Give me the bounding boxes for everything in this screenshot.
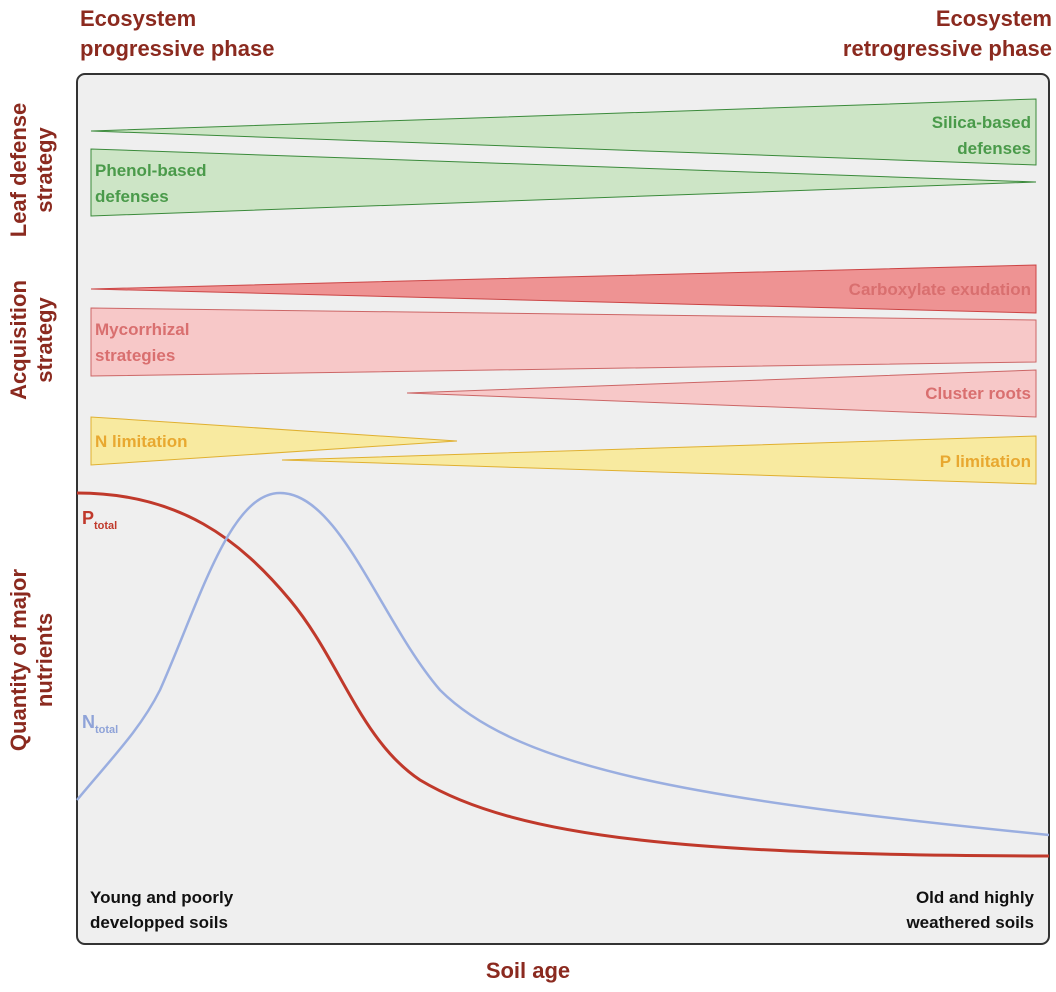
text-line: Leaf defense <box>6 103 31 238</box>
curve-label: Ntotal <box>82 712 118 736</box>
wedge-label: Phenol-based defenses <box>95 161 206 206</box>
p-total-curve <box>76 491 1050 858</box>
text-line: Silica-based <box>932 113 1031 132</box>
wedge <box>90 307 1037 377</box>
text-line: Ecosystem <box>936 6 1052 31</box>
text-line: weathered soils <box>905 913 1034 932</box>
wedge-label: N limitation <box>95 432 188 451</box>
wedge-label: Cluster roots <box>925 384 1031 403</box>
text-line: defenses <box>957 139 1031 158</box>
text-line: defenses <box>95 187 169 206</box>
n-total-curve <box>76 491 1050 837</box>
curve-label: Ptotal <box>82 508 117 532</box>
text-line: retrogressive phase <box>843 36 1052 61</box>
wedge <box>90 264 1037 314</box>
row-label: Quantity of majornutrients <box>6 569 57 752</box>
text-line: total <box>94 520 117 532</box>
wedge <box>90 148 1037 217</box>
text-line: total <box>95 724 118 736</box>
text-line: strategy <box>32 126 57 212</box>
text-line: N <box>82 712 95 732</box>
text-line: Acquisition <box>6 280 31 400</box>
text-line: developped soils <box>90 913 228 932</box>
wedge <box>406 369 1037 418</box>
footer-left: Young and poorly developped soils <box>90 888 234 932</box>
wedge-label: Carboxylate exudation <box>849 280 1031 299</box>
footer-right: Old and highly weathered soils <box>905 888 1034 932</box>
text-line: Young and poorly <box>90 888 234 907</box>
wedge <box>281 435 1037 485</box>
text-line: Quantity of major <box>6 569 31 752</box>
text-line: Phenol-based <box>95 161 206 180</box>
text-line: nutrients <box>32 613 57 707</box>
row-label: Acquisitionstrategy <box>6 280 57 400</box>
wedge-label: Mycorrhizal strategies <box>95 320 189 365</box>
text-line: P <box>82 508 94 528</box>
text-line: progressive phase <box>80 36 274 61</box>
wedge <box>90 98 1037 166</box>
wedge-label: Silica-based defenses <box>932 113 1031 158</box>
wedge <box>90 416 458 466</box>
text-line: strategy <box>32 296 57 382</box>
x-axis-label: Soil age <box>486 958 570 983</box>
text-line: Old and highly <box>916 888 1035 907</box>
text-line: Ecosystem <box>80 6 196 31</box>
header-right: Ecosystem retrogressive phase <box>843 6 1052 61</box>
wedge-label: P limitation <box>940 452 1031 471</box>
header-left: Ecosystem progressive phase <box>80 6 274 61</box>
text-line: strategies <box>95 346 175 365</box>
text-line: Mycorrhizal <box>95 320 189 339</box>
row-label: Leaf defensestrategy <box>6 103 57 238</box>
